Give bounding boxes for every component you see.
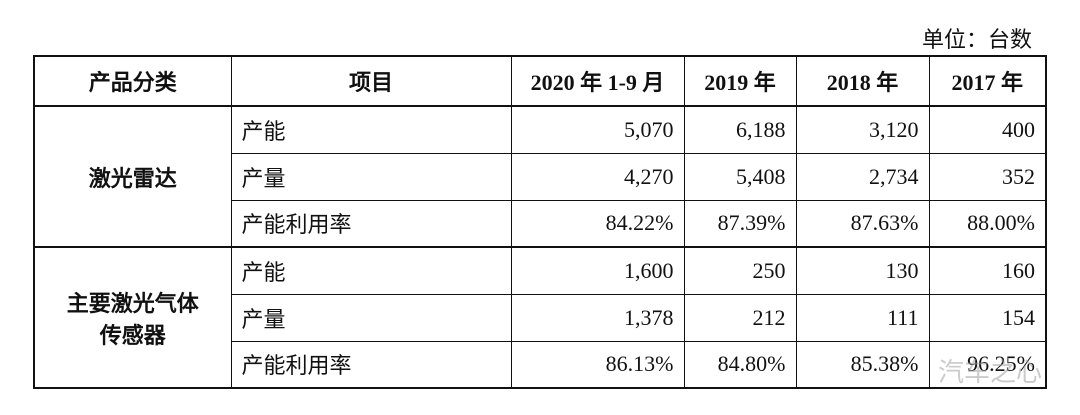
value-cell: 87.63% <box>795 199 930 248</box>
value-cell: 5,070 <box>510 105 685 154</box>
value-cell: 96.25% <box>928 340 1047 389</box>
value-cell: 87.39% <box>683 199 797 248</box>
value-cell: 88.00% <box>928 199 1047 248</box>
value-cell: 84.80% <box>683 340 797 389</box>
value-cell: 85.38% <box>795 340 930 389</box>
watermark: 汽车之心 <box>937 358 1042 388</box>
item-cell: 产能利用率 <box>230 340 512 389</box>
value-cell: 111 <box>795 293 930 342</box>
value-cell: 2,734 <box>795 152 930 201</box>
value-cell: 352 <box>928 152 1047 201</box>
group-label: 主要激光气体传感器 <box>66 290 199 348</box>
group-cell: 主要激光气体传感器 <box>33 246 232 389</box>
value-cell: 212 <box>683 293 797 342</box>
item-cell: 产能 <box>230 105 512 154</box>
capacity-table: 产品分类 项目 2020 年 1-9 月 2019 年 2018 年 2017 年 激光雷… <box>33 55 1047 389</box>
header-row: 产品分类 项目 2020 年 1-9 月 2019 年 2018 年 2017 年 <box>33 55 1047 107</box>
header-cell: 2019 年 <box>683 55 797 107</box>
value-cell: 86.13% <box>510 340 685 389</box>
header-cell: 项目 <box>230 55 512 107</box>
table-row: 激光雷达 产能 5,070 6,188 3,120 400 <box>33 105 1047 248</box>
value-cell: 250 <box>683 246 797 295</box>
header-cell: 2018 年 <box>795 55 930 107</box>
value-cell: 84.22% <box>510 199 685 248</box>
table-row: 产量 1,378 212 111 154 <box>34 293 1047 342</box>
unit-label: 单位：台数 <box>921 27 1032 52</box>
group-label: 激光雷达 <box>88 165 177 191</box>
table-row: 产能利用率 84.22% 87.39% 87.63% 88.00% <box>34 199 1047 248</box>
group-cell: 激光雷达 <box>33 105 232 248</box>
value-cell: 6,188 <box>683 105 797 154</box>
table-row: 产能利用率 86.13% 84.80% 85.38% 96.25% <box>34 340 1047 389</box>
value-cell: 4,270 <box>510 152 685 201</box>
table-row: 主要激光气体传感器 产能 1,600 250 130 160 <box>33 246 1047 389</box>
item-cell: 产量 <box>230 152 512 201</box>
value-cell: 130 <box>795 246 930 295</box>
value-cell: 3,120 <box>795 105 930 154</box>
table-body: 激光雷达 产能 5,070 6,188 3,120 400 产量 4,270 5,408 2,73… <box>33 105 1047 389</box>
value-cell: 400 <box>928 105 1047 154</box>
value-cell: 5,408 <box>683 152 797 201</box>
value-cell: 160 <box>928 246 1047 295</box>
header-cell: 2017 年 <box>928 55 1047 107</box>
header-cell: 产品分类 <box>33 55 232 107</box>
value-cell: 1,600 <box>510 246 685 295</box>
value-cell: 154 <box>928 293 1047 342</box>
item-cell: 产能利用率 <box>230 199 512 248</box>
item-cell: 产量 <box>230 293 512 342</box>
header-cell: 2020 年 1-9 月 <box>510 55 685 107</box>
value-cell: 1,378 <box>510 293 685 342</box>
item-cell: 产能 <box>230 246 512 295</box>
